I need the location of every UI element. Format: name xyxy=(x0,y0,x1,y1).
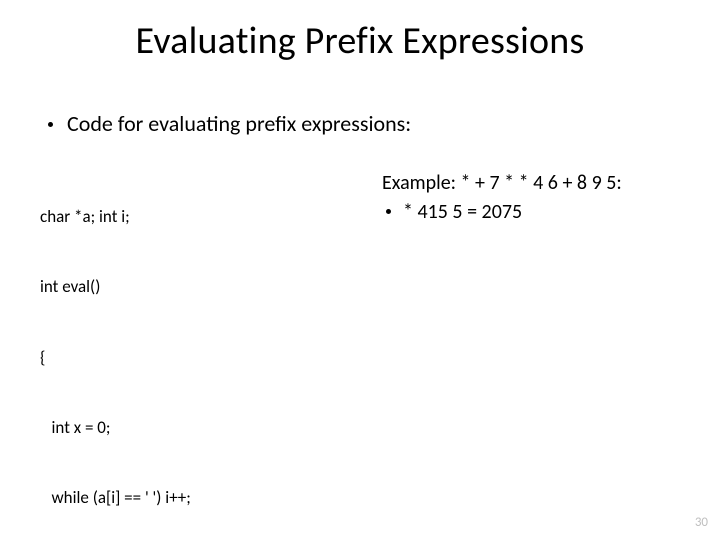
page-title: Evaluating Prefix Expressions xyxy=(0,18,720,64)
bullet-text: Code for evaluating prefix expressions: xyxy=(67,110,411,137)
code-line: int eval() xyxy=(40,275,370,298)
code-line: char *a; int i; xyxy=(40,205,370,228)
code-line: while (a[i] == ' ') i++; xyxy=(40,486,370,509)
bullet-dot-icon xyxy=(386,209,391,214)
slide: Evaluating Prefix Expressions Code for e… xyxy=(0,0,720,540)
code-line: int x = 0; xyxy=(40,416,370,439)
example-line: Example: * + 7 * * 4 6 + 8 9 5: xyxy=(382,170,622,197)
example-bullet: * 415 5 = 2075 xyxy=(382,199,622,226)
code-line: { xyxy=(40,346,370,369)
page-number: 30 xyxy=(695,515,708,530)
code-block: char *a; int i; int eval() { int x = 0; … xyxy=(40,158,370,540)
main-bullet: Code for evaluating prefix expressions: xyxy=(48,110,411,137)
bullet-dot-icon xyxy=(48,122,53,127)
example-block: Example: * + 7 * * 4 6 + 8 9 5: * 415 5 … xyxy=(382,170,622,226)
example-line: * 415 5 = 2075 xyxy=(403,199,522,226)
